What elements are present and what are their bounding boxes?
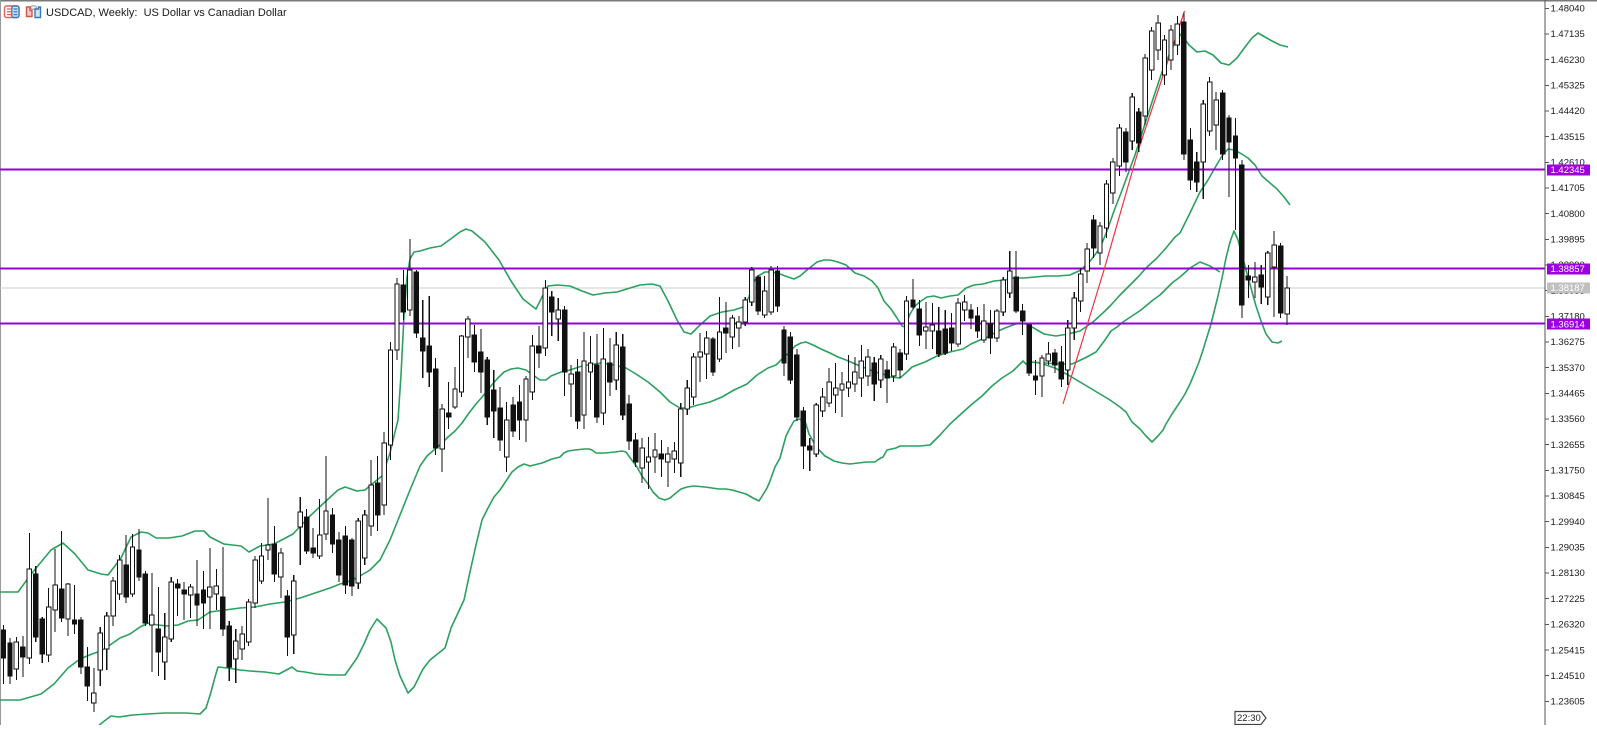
svg-text:1.33560: 1.33560 (1551, 414, 1585, 425)
svg-text:1.31750: 1.31750 (1551, 466, 1585, 477)
svg-text:1.44420: 1.44420 (1551, 106, 1585, 117)
svg-text:1.36914: 1.36914 (1551, 319, 1585, 330)
svg-text:1.43515: 1.43515 (1551, 132, 1585, 143)
svg-text:1.30845: 1.30845 (1551, 491, 1585, 502)
svg-text:1.25415: 1.25415 (1551, 645, 1585, 656)
svg-text:1.29035: 1.29035 (1551, 543, 1585, 554)
svg-text:USDCAD, Weekly: US Dollar vs: USDCAD, Weekly: US Dollar vs Canadian Do… (46, 7, 287, 19)
svg-text:1.39895: 1.39895 (1551, 235, 1585, 246)
svg-text:1.48040: 1.48040 (1551, 4, 1585, 15)
svg-text:1.34465: 1.34465 (1551, 389, 1585, 400)
svg-text:1.42345: 1.42345 (1551, 165, 1585, 176)
svg-text:1.46230: 1.46230 (1551, 55, 1585, 66)
svg-text:1.27225: 1.27225 (1551, 594, 1585, 605)
svg-text:1.41705: 1.41705 (1551, 183, 1585, 194)
svg-text:1.36275: 1.36275 (1551, 337, 1585, 348)
svg-text:1.35370: 1.35370 (1551, 363, 1585, 374)
svg-text:1.47135: 1.47135 (1551, 29, 1585, 40)
svg-text:1.38857: 1.38857 (1551, 264, 1585, 275)
svg-text:1.26320: 1.26320 (1551, 620, 1585, 631)
svg-text:1.23605: 1.23605 (1551, 697, 1585, 708)
svg-text:1.32655: 1.32655 (1551, 440, 1585, 451)
svg-text:1.38187: 1.38187 (1551, 283, 1585, 294)
svg-text:1.28130: 1.28130 (1551, 568, 1585, 579)
svg-text:1.42610: 1.42610 (1551, 158, 1585, 169)
svg-text:1.24510: 1.24510 (1551, 671, 1585, 682)
svg-text:1.40800: 1.40800 (1551, 209, 1585, 220)
svg-text:1.37180: 1.37180 (1551, 312, 1585, 323)
svg-text:1.29940: 1.29940 (1551, 517, 1585, 528)
svg-text:1.45325: 1.45325 (1551, 81, 1585, 92)
svg-text:22:30: 22:30 (1237, 713, 1261, 724)
